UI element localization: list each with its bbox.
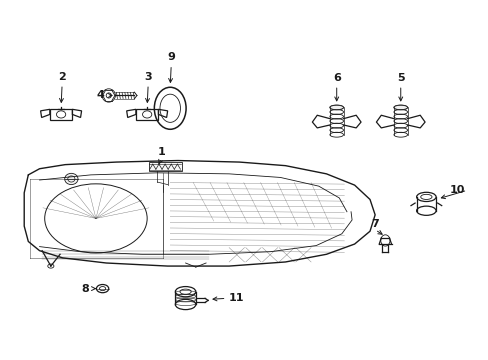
Text: 1: 1 bbox=[157, 147, 165, 157]
Text: 3: 3 bbox=[144, 72, 152, 82]
Text: 9: 9 bbox=[167, 52, 175, 62]
Text: 11: 11 bbox=[229, 293, 244, 303]
Text: 2: 2 bbox=[58, 72, 66, 82]
Ellipse shape bbox=[64, 174, 78, 185]
Bar bbox=[136, 109, 158, 120]
Ellipse shape bbox=[329, 105, 343, 110]
Bar bbox=[50, 109, 72, 120]
Text: 6: 6 bbox=[332, 73, 340, 83]
Ellipse shape bbox=[393, 105, 407, 110]
Text: 4: 4 bbox=[97, 90, 104, 100]
Text: 10: 10 bbox=[448, 185, 464, 195]
Text: 5: 5 bbox=[396, 73, 404, 83]
Bar bbox=[148, 162, 182, 171]
Text: 7: 7 bbox=[370, 219, 378, 229]
Text: 8: 8 bbox=[81, 284, 89, 294]
